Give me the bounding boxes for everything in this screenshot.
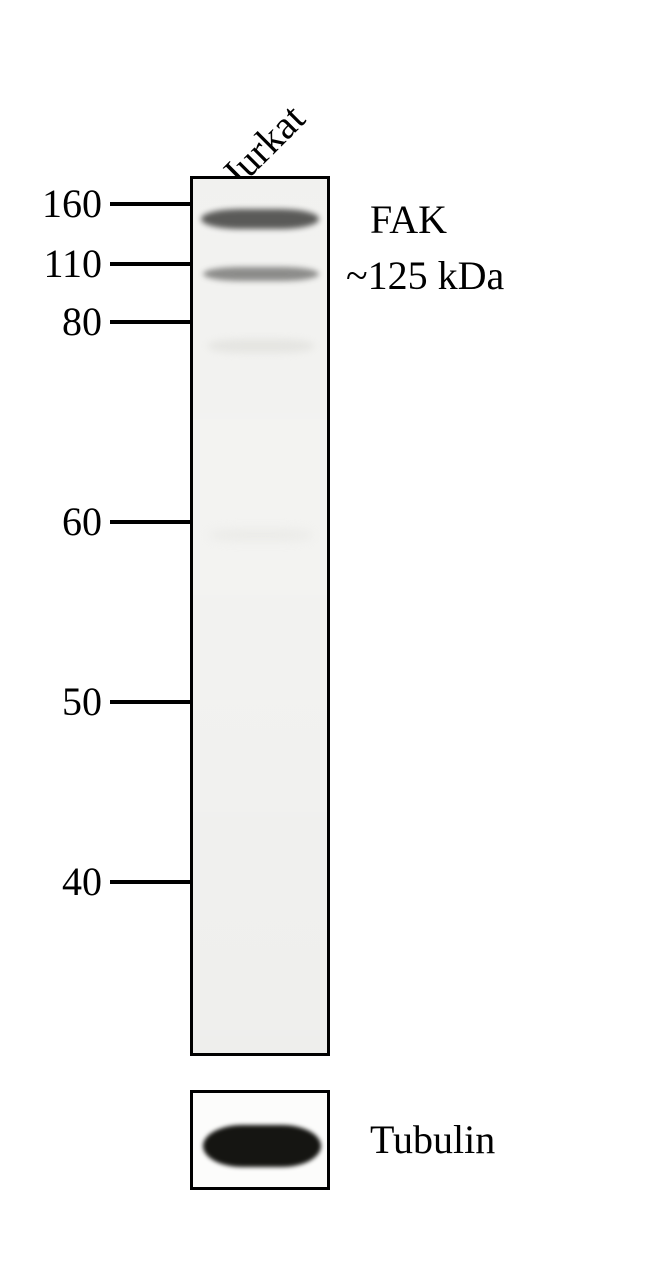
marker-label: 50 — [62, 678, 102, 725]
marker-tick — [110, 262, 190, 266]
blot-tubulin — [190, 1090, 330, 1190]
marker-tick — [110, 520, 190, 524]
marker-tick — [110, 320, 190, 324]
marker-label: 60 — [62, 498, 102, 545]
blot-main — [190, 176, 330, 1056]
right-label: Tubulin — [370, 1116, 495, 1163]
marker-label: 40 — [62, 858, 102, 905]
marker-tick — [110, 880, 190, 884]
band — [207, 529, 315, 541]
marker-tick — [110, 202, 190, 206]
marker-label: 110 — [43, 240, 102, 287]
marker-label: 160 — [42, 180, 102, 227]
marker-label: 80 — [62, 298, 102, 345]
marker-tick — [110, 700, 190, 704]
right-label: FAK — [370, 196, 447, 243]
band — [201, 209, 319, 229]
tubulin-band — [203, 1125, 321, 1167]
band — [203, 267, 319, 281]
right-label: ~125 kDa — [346, 252, 504, 299]
band — [207, 339, 315, 353]
